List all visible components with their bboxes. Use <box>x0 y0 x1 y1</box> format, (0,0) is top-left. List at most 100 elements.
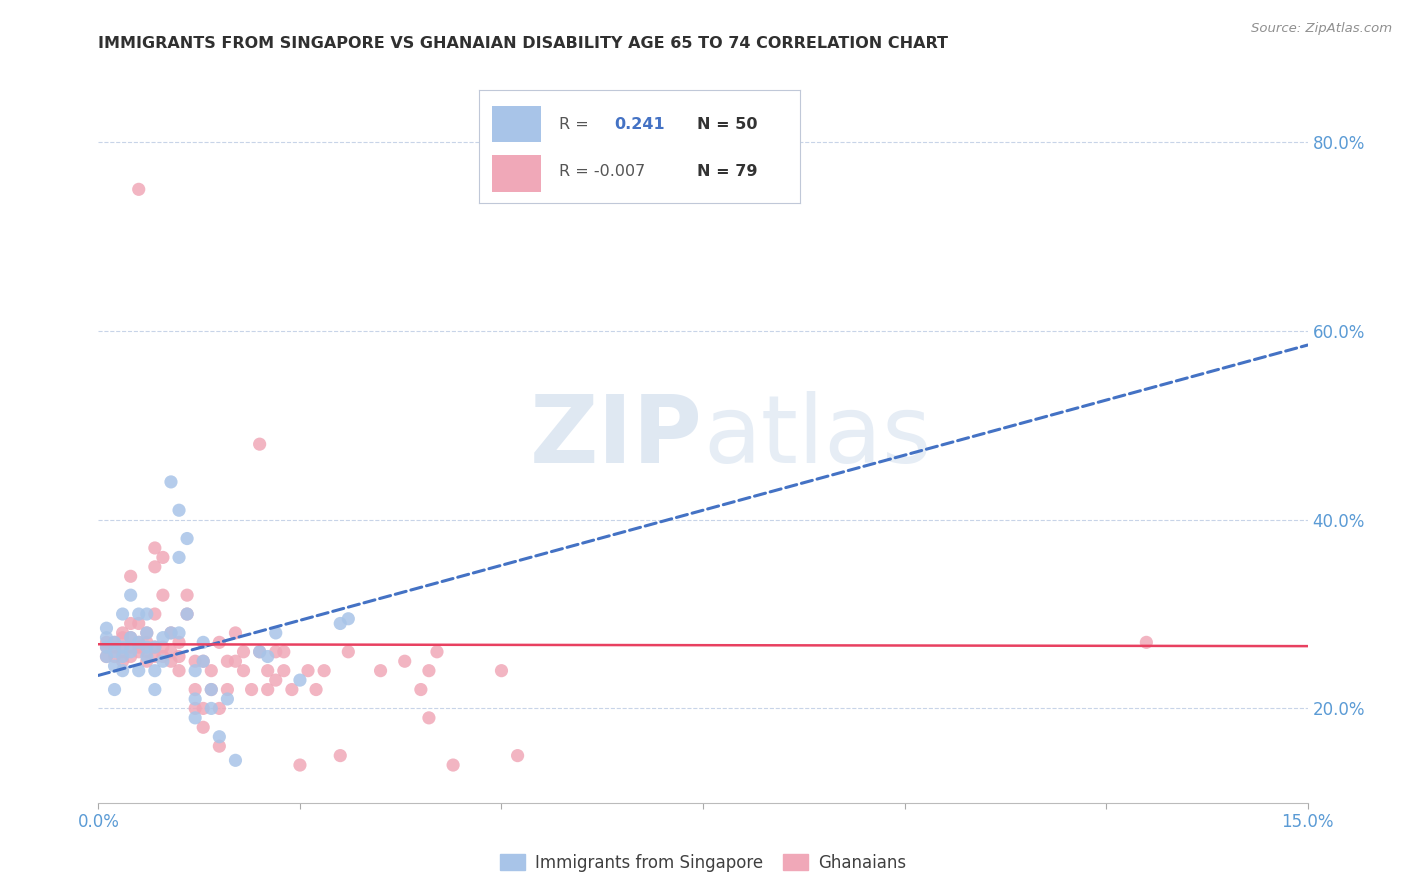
Point <box>103 635 125 649</box>
Point <box>143 649 166 664</box>
Point <box>143 559 166 574</box>
Point <box>281 682 304 697</box>
Point <box>208 635 231 649</box>
Point <box>143 541 166 555</box>
Point <box>143 664 166 678</box>
Point <box>200 682 222 697</box>
Point <box>506 748 529 763</box>
Point <box>370 664 392 678</box>
Point <box>217 682 239 697</box>
Point <box>143 640 166 654</box>
Point <box>135 645 157 659</box>
Point <box>152 550 174 565</box>
Point <box>394 654 416 668</box>
Point <box>184 654 207 668</box>
Point <box>264 673 287 687</box>
Point <box>409 682 432 697</box>
Point <box>111 626 134 640</box>
Point <box>120 569 142 583</box>
Point <box>249 645 271 659</box>
Point <box>135 649 157 664</box>
Point <box>111 649 134 664</box>
Point <box>337 612 360 626</box>
Point <box>143 682 166 697</box>
Point <box>160 645 183 659</box>
Point <box>128 664 150 678</box>
Point <box>120 616 142 631</box>
Point <box>135 626 157 640</box>
Point <box>232 664 254 678</box>
Point <box>103 682 125 697</box>
Point <box>96 649 118 664</box>
Point <box>128 182 150 196</box>
Point <box>128 616 150 631</box>
Point <box>184 701 207 715</box>
Point <box>120 588 142 602</box>
Point <box>441 758 464 772</box>
Point <box>288 673 311 687</box>
Point <box>160 626 183 640</box>
Point <box>193 654 215 668</box>
Point <box>152 640 174 654</box>
Point <box>176 607 198 621</box>
Point <box>167 550 190 565</box>
Point <box>111 664 134 678</box>
Text: atlas: atlas <box>703 391 931 483</box>
Point <box>224 654 246 668</box>
Point <box>224 626 246 640</box>
Point <box>184 711 207 725</box>
Point <box>111 631 134 645</box>
Point <box>232 645 254 659</box>
Point <box>273 664 295 678</box>
Point <box>167 503 190 517</box>
Point <box>103 649 125 664</box>
Point <box>120 640 142 654</box>
Point <box>1135 635 1157 649</box>
Point <box>152 631 174 645</box>
Point <box>208 739 231 754</box>
Point <box>135 626 157 640</box>
Point <box>103 635 125 649</box>
Point <box>184 692 207 706</box>
Point <box>135 654 157 668</box>
Point <box>143 640 166 654</box>
Point <box>120 645 142 659</box>
Point <box>111 607 134 621</box>
Point <box>184 664 207 678</box>
Point <box>240 682 263 697</box>
Point <box>264 626 287 640</box>
Point <box>491 664 513 678</box>
Point <box>418 664 440 678</box>
Point <box>103 659 125 673</box>
Point <box>249 645 271 659</box>
Point <box>256 664 278 678</box>
Point <box>160 654 183 668</box>
Point <box>120 631 142 645</box>
Text: Source: ZipAtlas.com: Source: ZipAtlas.com <box>1251 22 1392 36</box>
Point <box>96 631 118 645</box>
Point <box>143 607 166 621</box>
Point <box>152 654 174 668</box>
Point <box>200 664 222 678</box>
Point <box>337 645 360 659</box>
Point <box>297 664 319 678</box>
Point <box>111 645 134 659</box>
Point <box>103 645 125 659</box>
Point <box>128 607 150 621</box>
Point <box>176 607 198 621</box>
Point <box>329 748 352 763</box>
Point <box>288 758 311 772</box>
Point <box>176 588 198 602</box>
Point <box>426 645 449 659</box>
Point <box>256 649 278 664</box>
Point <box>167 649 190 664</box>
Point <box>418 711 440 725</box>
Point <box>217 654 239 668</box>
Point <box>135 640 157 654</box>
Point <box>96 649 118 664</box>
Point <box>200 682 222 697</box>
Point <box>160 475 183 489</box>
Point <box>208 730 231 744</box>
Point <box>111 654 134 668</box>
Point <box>120 631 142 645</box>
